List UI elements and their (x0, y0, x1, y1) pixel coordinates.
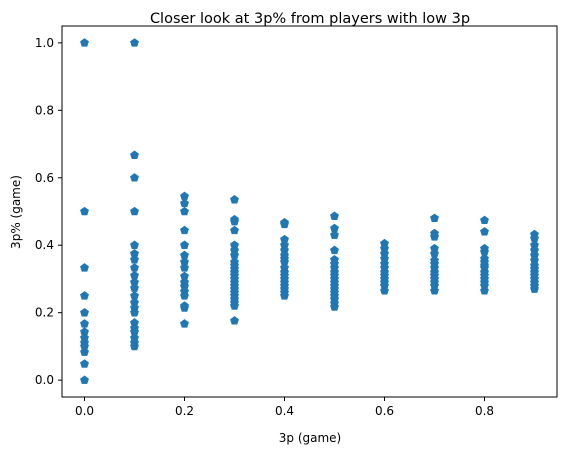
y-axis: 0.0 0.2 0.4 0.6 0.8 1.0 (35, 36, 62, 387)
chart-title: Closer look at 3p% from players with low… (150, 11, 470, 27)
scatter-point (180, 206, 189, 216)
scatter-point (130, 206, 139, 216)
y-tick-label: 0.0 (35, 373, 54, 387)
scatter-point (80, 359, 89, 368)
x-tick-label: 0.8 (475, 404, 494, 418)
scatter-point (230, 195, 239, 204)
scatter-point (430, 232, 439, 241)
scatter-point (480, 286, 489, 295)
scatter-point (180, 240, 189, 250)
y-tick-label: 0.2 (35, 306, 54, 320)
scatter-point (130, 150, 139, 159)
plot-frame (61, 25, 558, 398)
scatter-point (130, 38, 139, 47)
y-tick-label: 1.0 (35, 36, 54, 50)
scatter-point (80, 206, 89, 216)
scatter-point (180, 319, 189, 328)
scatter-point (480, 227, 489, 236)
x-tick-label: 0.2 (175, 404, 194, 418)
scatter-point (130, 341, 139, 351)
plot-marks (80, 38, 539, 384)
scatter-point (130, 173, 139, 182)
x-tick-label: 0.4 (275, 404, 294, 418)
scatter-point (430, 213, 439, 223)
scatter-point (80, 38, 89, 47)
scatter-point (180, 263, 189, 272)
scatter-point (130, 308, 139, 317)
scatter-point (330, 211, 339, 220)
scatter-point (330, 245, 339, 255)
x-tick-label: 0.0 (75, 404, 94, 418)
scatter-point (80, 263, 89, 272)
scatter-point (530, 284, 539, 293)
scatter-point (180, 303, 189, 312)
scatter-point (380, 286, 389, 295)
x-axis: 0.0 0.2 0.4 0.6 0.8 (75, 397, 494, 418)
scatter-point (130, 263, 139, 272)
scatter-point (330, 302, 339, 311)
scatter-point (80, 375, 89, 384)
scatter-point (230, 301, 239, 310)
scatter-point (230, 225, 239, 235)
scatter-point (180, 198, 189, 208)
scatter-point (180, 191, 189, 201)
y-tick-label: 0.8 (35, 103, 54, 117)
scatter-point (430, 286, 439, 295)
scatter-point (80, 308, 89, 317)
y-tick-label: 0.6 (35, 171, 54, 185)
scatter-point (80, 347, 89, 356)
scatter-point (180, 291, 189, 300)
scatter-point (130, 240, 139, 250)
scatter-point (230, 316, 239, 325)
scatter-point (480, 215, 489, 225)
x-tick-label: 0.6 (375, 404, 394, 418)
x-axis-title: 3p (game) (279, 431, 341, 445)
scatter-point (80, 319, 89, 328)
scatter-point (80, 291, 89, 300)
scatter-point (330, 230, 339, 239)
scatter-point (280, 291, 289, 300)
scatter-point (280, 219, 289, 229)
scatter-point (230, 216, 239, 226)
y-tick-label: 0.4 (35, 238, 54, 252)
y-axis-title: 3p% (game) (9, 175, 23, 249)
scatter-point (180, 225, 189, 235)
